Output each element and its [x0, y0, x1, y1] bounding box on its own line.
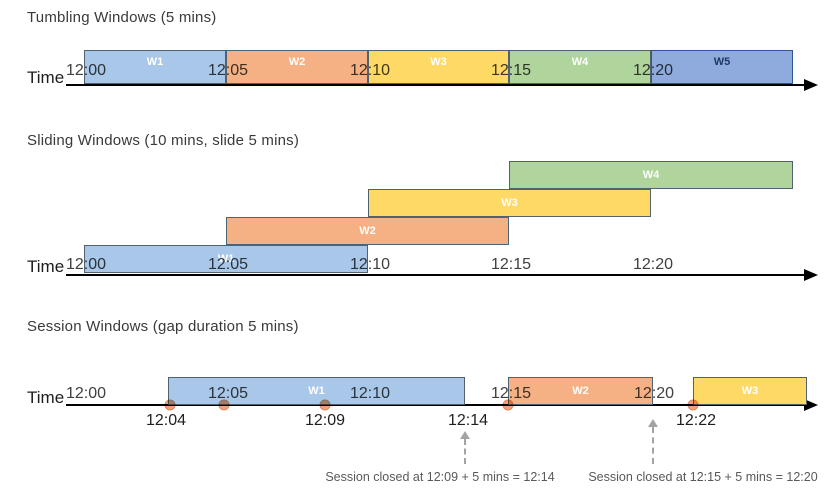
session-time-axis-label: Time	[27, 388, 65, 407]
window-label: W2	[572, 384, 589, 397]
event-dot-1209	[319, 399, 331, 411]
sliding-tick-1215: 12:15	[490, 256, 532, 273]
sliding-section-title: Sliding Windows (10 mins, slide 5 mins)	[27, 132, 300, 149]
event-time-label-1204: 12:04	[145, 412, 187, 429]
sliding-window-w1: W1	[84, 245, 368, 273]
sliding-tick-1200: 12:00	[65, 256, 107, 273]
window-label: W3	[501, 196, 518, 209]
window-label: W1	[217, 252, 235, 265]
window-label: W2	[359, 224, 376, 237]
tumbling-timeline-axis	[66, 84, 806, 86]
session-section-title: Session Windows (gap duration 5 mins)	[27, 318, 299, 335]
annotation-dashed-arrow	[652, 427, 654, 464]
event-dot-1222	[687, 399, 699, 411]
tumbling-time-axis-label: Time	[27, 68, 65, 87]
session-window-w1: W1	[168, 377, 465, 405]
window-label: W1	[308, 384, 325, 397]
event-time-label-1222: 12:22	[675, 412, 717, 429]
sliding-tick-1205: 12:05	[207, 256, 249, 273]
session-timeline-axis	[66, 404, 806, 406]
tumbling-window-w1: W1	[84, 50, 226, 84]
sliding-timeline-axis	[66, 274, 806, 276]
session-close-annotation-2: Session closed at 12:15 + 5 mins = 12:20	[588, 470, 818, 484]
window-label: W4	[642, 168, 660, 181]
session-close-annotation-1: Session closed at 12:09 + 5 mins = 12:14	[325, 470, 555, 484]
tumbling-tick-1200: 12:00	[65, 62, 107, 79]
sliding-axis-arrowhead-icon	[804, 269, 818, 281]
sliding-tick-1210: 12:10	[349, 256, 391, 273]
event-dot-1205	[218, 399, 230, 411]
sliding-window-w2: W2	[226, 217, 509, 245]
session-axis-arrowhead-icon	[804, 399, 818, 411]
session-tick-1220: 12:20	[633, 385, 675, 402]
annotation-arrowhead-icon	[648, 419, 658, 427]
tumbling-window-w3: W3	[368, 50, 509, 84]
window-label: W1	[146, 56, 164, 68]
session-tick-1210: 12:10	[349, 385, 391, 402]
tumbling-window-w4: W4	[509, 50, 651, 84]
session-tick-1215: 12:15	[490, 385, 532, 402]
annotation-arrowhead-icon	[460, 431, 470, 439]
sliding-window-w4: W4	[509, 161, 793, 189]
tumbling-axis-arrowhead-icon	[804, 79, 818, 91]
sliding-time-axis-label: Time	[27, 257, 65, 276]
window-label: W3	[430, 56, 447, 68]
tumbling-window-w5: W5	[651, 50, 793, 84]
tumbling-tick-1220: 12:20	[632, 62, 674, 79]
tumbling-tick-1215: 12:15	[490, 62, 532, 79]
sliding-tick-1220: 12:20	[632, 256, 674, 273]
tumbling-tick-1210: 12:10	[349, 62, 391, 79]
session-window-w3: W3	[693, 377, 807, 405]
tumbling-window-w2: W2	[226, 50, 368, 84]
event-time-label-1209: 12:09	[304, 412, 346, 429]
session-tick-1200: 12:00	[65, 385, 107, 402]
window-label: W5	[713, 56, 731, 68]
window-label: W2	[288, 56, 306, 68]
session-window-w2: W2	[508, 377, 653, 405]
window-label: W3	[741, 384, 759, 397]
event-dot-1204	[164, 399, 176, 411]
session-tick-1205: 12:05	[207, 385, 249, 402]
event-dot-1215	[502, 399, 514, 411]
window-label: W4	[571, 56, 589, 68]
tumbling-section-title: Tumbling Windows (5 mins)	[27, 9, 217, 26]
close-time-label-1214: 12:14	[447, 412, 489, 429]
tumbling-tick-1205: 12:05	[207, 62, 249, 79]
sliding-window-w3: W3	[368, 189, 651, 217]
annotation-dashed-arrow	[464, 439, 466, 464]
